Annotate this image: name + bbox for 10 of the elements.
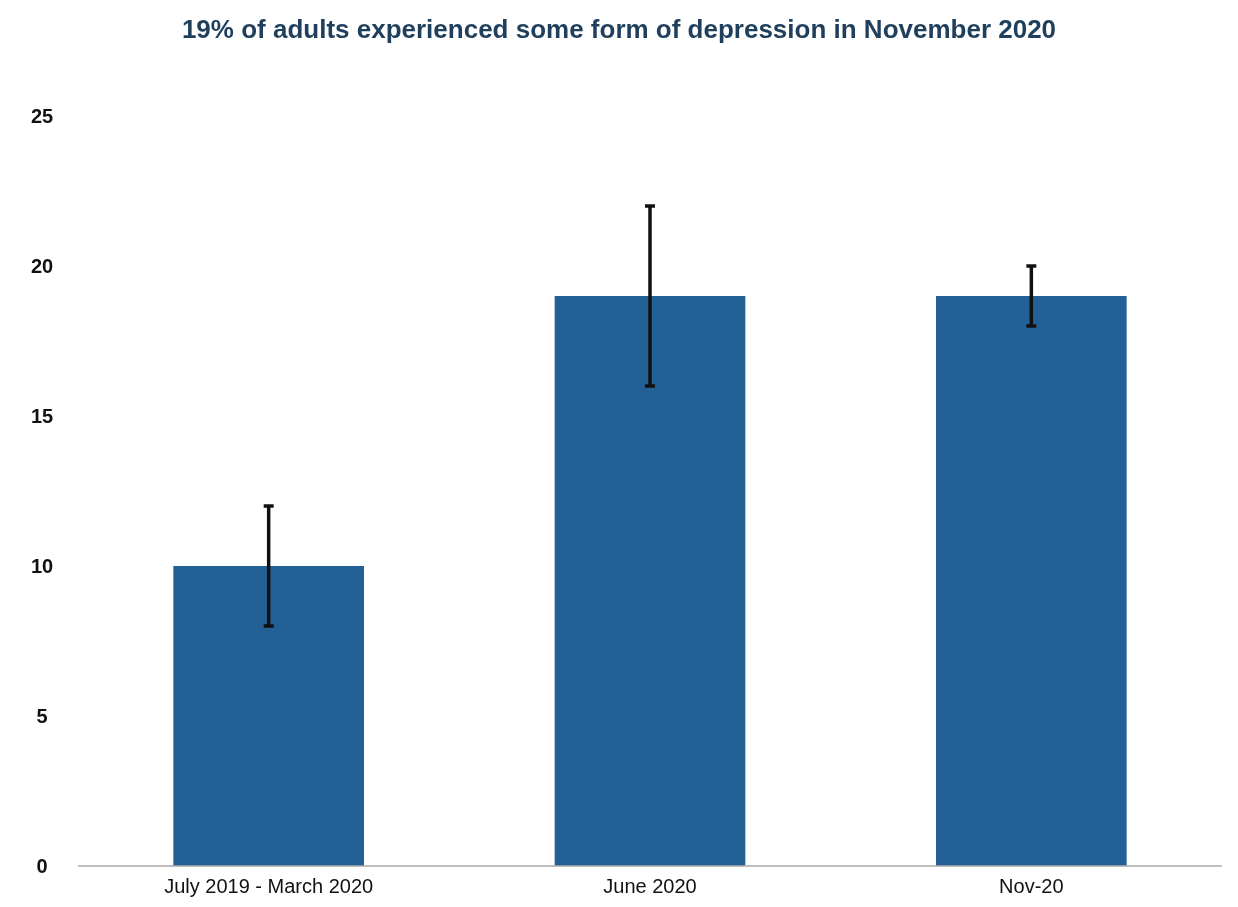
- x-tick-label: June 2020: [603, 875, 697, 897]
- x-tick-label: Nov-20: [999, 875, 1064, 897]
- chart-title: 19% of adults experienced some form of depression in November 2020: [181, 14, 1057, 44]
- y-tick-label: 15: [30, 405, 54, 427]
- y-tick-label: 0: [36, 855, 48, 877]
- y-tick-label: 10: [30, 555, 54, 577]
- y-tick-label: 20: [30, 255, 54, 277]
- y-tick-label: 5: [36, 705, 48, 727]
- x-tick-label: July 2019 - March 2020: [164, 875, 374, 897]
- y-tick-label: 25: [30, 105, 54, 127]
